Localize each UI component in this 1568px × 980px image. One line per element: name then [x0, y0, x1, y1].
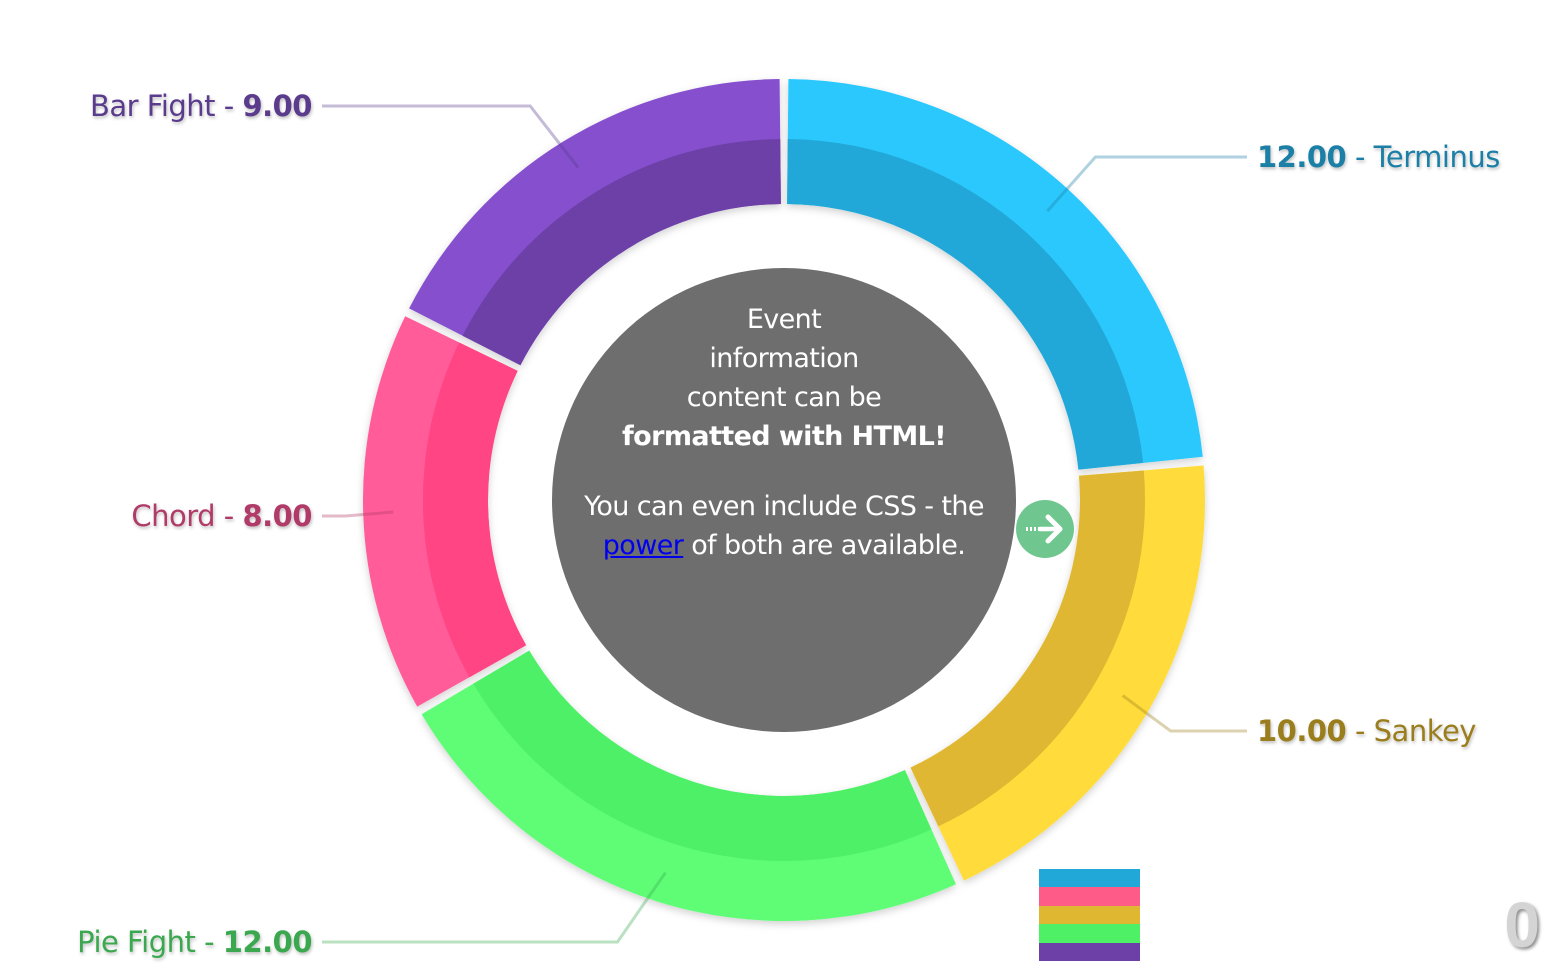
- label-value-terminus: 12.00: [1257, 140, 1346, 174]
- info-line-1: Event: [746, 304, 822, 335]
- slice-inner-bar-fight: [462, 139, 781, 366]
- power-link[interactable]: power: [602, 530, 684, 561]
- label-separator: -: [215, 499, 242, 533]
- label-value-chord: 8.00: [242, 499, 312, 533]
- slice-inner-sankey: [910, 470, 1146, 827]
- info-line-3: content can be: [686, 382, 882, 413]
- label-name-pie-fight: Pie Fight: [77, 925, 195, 959]
- leader-line-sankey: [1121, 694, 1247, 733]
- slice-bar-fight[interactable]: [409, 79, 781, 366]
- leader-lines-layer: [322, 104, 1247, 944]
- slice-inner-pie-fight: [473, 650, 932, 861]
- legend-stripe: [1039, 942, 1140, 961]
- label-chord: Chord - 8.00: [131, 499, 312, 533]
- leader-line-pie-fight: [322, 871, 667, 944]
- slice-sankey[interactable]: [910, 465, 1205, 881]
- center-info-paragraph-1: Event information content can be formatt…: [622, 300, 947, 456]
- leader-line-bar-fight: [322, 104, 580, 169]
- label-separator: -: [195, 925, 222, 959]
- label-value-pie-fight: 12.00: [223, 925, 312, 959]
- center-info-text: Event information content can be formatt…: [556, 300, 1012, 565]
- label-pie-fight: Pie Fight - 12.00: [77, 925, 312, 959]
- legend-swatch[interactable]: [1039, 869, 1140, 961]
- next-slice-button[interactable]: [1016, 500, 1074, 558]
- legend-stripe: [1039, 924, 1140, 943]
- slice-labels-layer: 12.00 - Terminus 10.00 - Sankey Pie Fight …: [77, 89, 1500, 959]
- label-bar-fight: Bar Fight - 9.00: [90, 89, 312, 123]
- info-available-text: of both are available.: [691, 530, 966, 561]
- legend-stripe: [1039, 905, 1140, 925]
- legend-stripe: [1039, 869, 1140, 888]
- slice-pie-fight[interactable]: [421, 650, 956, 922]
- label-separator: -: [1346, 714, 1373, 748]
- label-separator: -: [215, 89, 242, 123]
- label-value-sankey: 10.00: [1257, 714, 1346, 748]
- slice-inner-terminus: [787, 139, 1144, 470]
- legend-stripe: [1039, 887, 1140, 906]
- leader-line-chord: [322, 510, 394, 518]
- slice-chord[interactable]: [363, 316, 527, 707]
- info-line-2: information: [709, 343, 859, 374]
- label-name-sankey: Sankey: [1374, 714, 1477, 748]
- label-value-bar-fight: 9.00: [242, 89, 312, 123]
- center-info-disc: [552, 268, 1016, 732]
- arrow-right-icon: [1026, 514, 1063, 544]
- counter-value: 0: [1504, 889, 1540, 961]
- label-name-bar-fight: Bar Fight: [90, 89, 215, 123]
- info-bold-line: formatted with HTML!: [622, 421, 947, 452]
- label-name-terminus: Terminus: [1373, 140, 1500, 174]
- label-sankey: 10.00 - Sankey: [1257, 714, 1476, 748]
- label-name-chord: Chord: [131, 499, 215, 533]
- info-css-text: You can even include CSS - the: [584, 491, 984, 522]
- leader-line-terminus: [1046, 155, 1247, 213]
- label-separator: -: [1346, 140, 1373, 174]
- slice-inner-chord: [423, 342, 527, 678]
- slice-terminus[interactable]: [787, 79, 1203, 470]
- center-info-paragraph-2: You can even include CSS - the power of …: [556, 487, 1012, 565]
- slices-layer: [363, 79, 1205, 922]
- label-terminus: 12.00 - Terminus: [1257, 140, 1500, 174]
